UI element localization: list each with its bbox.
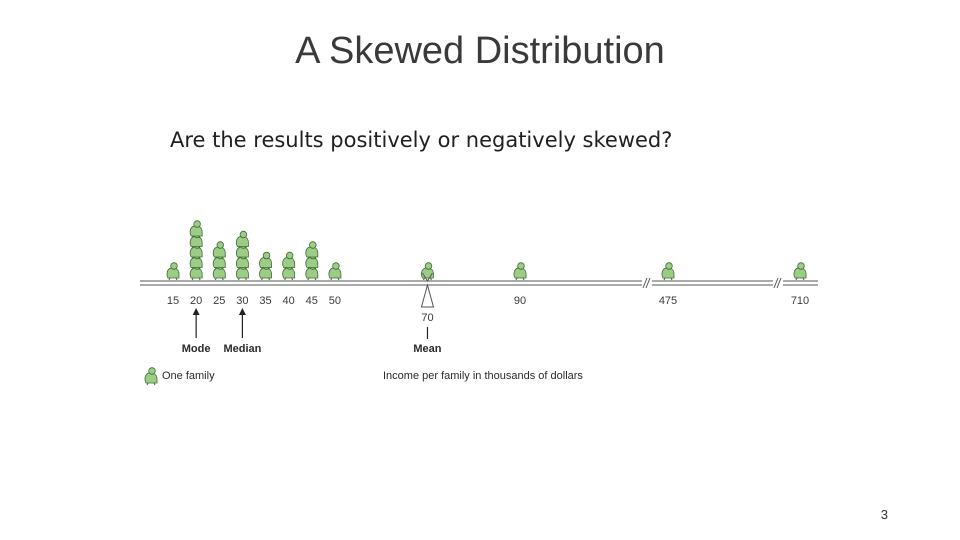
tick-label-40: 40: [283, 295, 295, 307]
tick-label-710: 710: [791, 295, 809, 307]
family-figure-icon: [421, 262, 434, 281]
axis-break-mark: [776, 277, 782, 289]
legend-group: One family: [144, 367, 215, 386]
mean-pointer-top: [422, 272, 433, 282]
family-figure-icon: [212, 241, 226, 260]
family-figure-icon: [793, 262, 807, 281]
family-figure-icon: [305, 241, 319, 260]
axis-break-mark: [773, 277, 779, 289]
mode-label: Mode: [182, 343, 211, 355]
tick-label-70: 70: [421, 312, 433, 324]
axis-break-mark: [642, 277, 648, 289]
legend-label: One family: [162, 370, 215, 382]
mode-arrow-head: [192, 308, 200, 315]
median-arrow-head: [238, 308, 246, 315]
family-figure-icon: [166, 262, 180, 281]
question-text: Are the results positively or negatively…: [170, 128, 673, 152]
tick-label-20: 20: [190, 295, 202, 307]
tick-label-50: 50: [329, 295, 341, 307]
tick-label-15: 15: [167, 295, 179, 307]
tick-label-45: 45: [306, 295, 318, 307]
page-number: 3: [880, 507, 888, 522]
x-axis-title: Income per family in thousands of dollar…: [383, 370, 583, 382]
labels-group: 15 20 25 30 35 40 45 50 70 90 475 710 Mode Median Mean: [167, 272, 809, 355]
tick-label-25: 25: [213, 295, 225, 307]
slide-title: A Skewed Distribution: [295, 30, 665, 72]
family-figure-icon: [259, 251, 272, 270]
family-figure-icon: [661, 262, 675, 281]
figures-group: [166, 220, 807, 281]
tick-label-35: 35: [259, 295, 271, 307]
tick-label-90: 90: [514, 295, 526, 307]
axis-group: [140, 277, 818, 289]
median-label: Median: [223, 343, 261, 355]
family-figure-icon: [236, 230, 249, 249]
family-figure-icon: [189, 220, 203, 239]
mean-label: Mean: [413, 343, 441, 355]
tick-label-30: 30: [236, 295, 248, 307]
family-figure-icon: [144, 367, 158, 386]
family-figure-icon: [282, 251, 296, 270]
family-figure-icon: [328, 262, 342, 281]
mean-fulcrum: [420, 283, 435, 308]
axis-break-mark: [645, 277, 651, 289]
tick-label-475: 475: [659, 295, 677, 307]
family-figure-icon: [513, 262, 527, 281]
